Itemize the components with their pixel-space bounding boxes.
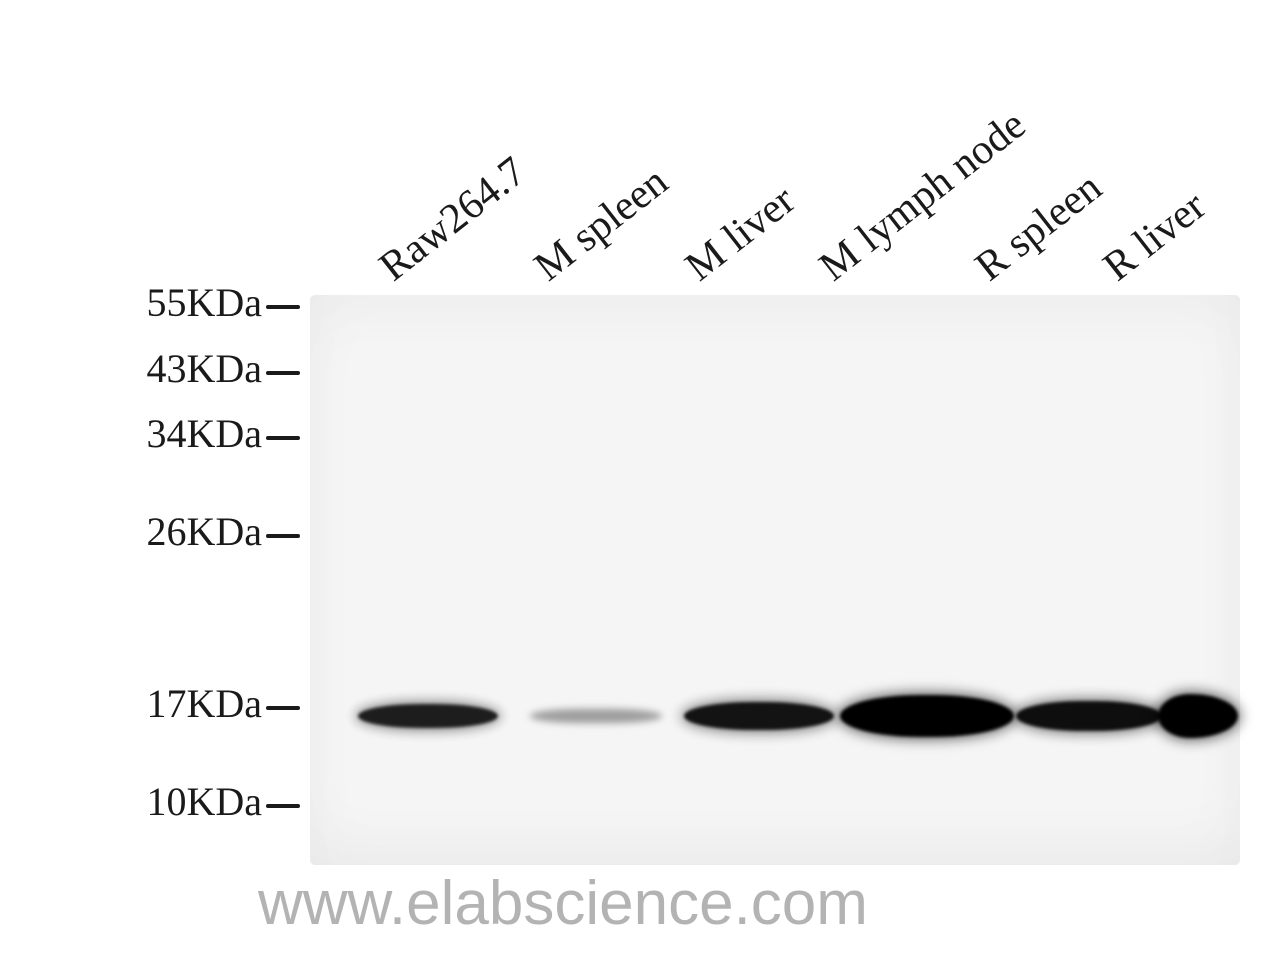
mw-marker-tick	[266, 534, 300, 538]
lane-label: R spleen	[966, 163, 1110, 291]
lane-label: M spleen	[525, 158, 677, 291]
mw-marker-text: 34KDa	[146, 411, 262, 456]
mw-marker-tick	[266, 436, 300, 440]
mw-marker-label: 10KDa	[0, 778, 300, 825]
mw-marker-label: 34KDa	[0, 410, 300, 457]
mw-marker-tick	[266, 706, 300, 710]
western-blot-figure: 55KDa43KDa34KDa26KDa17KDa10KDaRaw264.7M …	[0, 0, 1280, 955]
mw-marker-label: 17KDa	[0, 680, 300, 727]
mw-marker-tick	[266, 371, 300, 375]
mw-marker-text: 17KDa	[146, 681, 262, 726]
protein-band	[358, 704, 498, 728]
lane-label: Raw264.7	[370, 148, 535, 291]
mw-marker-label: 55KDa	[0, 279, 300, 326]
lane-label: M liver	[676, 176, 804, 291]
mw-marker-text: 43KDa	[146, 346, 262, 391]
mw-marker-label: 43KDa	[0, 345, 300, 392]
mw-marker-label: 26KDa	[0, 508, 300, 555]
protein-band	[684, 702, 834, 730]
mw-marker-text: 10KDa	[146, 779, 262, 824]
watermark-text: www.elabscience.com	[258, 868, 868, 939]
mw-marker-tick	[266, 804, 300, 808]
mw-marker-text: 26KDa	[146, 509, 262, 554]
lane-label: R liver	[1094, 182, 1215, 291]
protein-band	[1016, 701, 1162, 731]
protein-band	[840, 695, 1014, 737]
mw-marker-tick	[266, 305, 300, 309]
mw-marker-text: 55KDa	[146, 280, 262, 325]
membrane-vignette	[310, 295, 1240, 865]
protein-band	[530, 709, 662, 723]
